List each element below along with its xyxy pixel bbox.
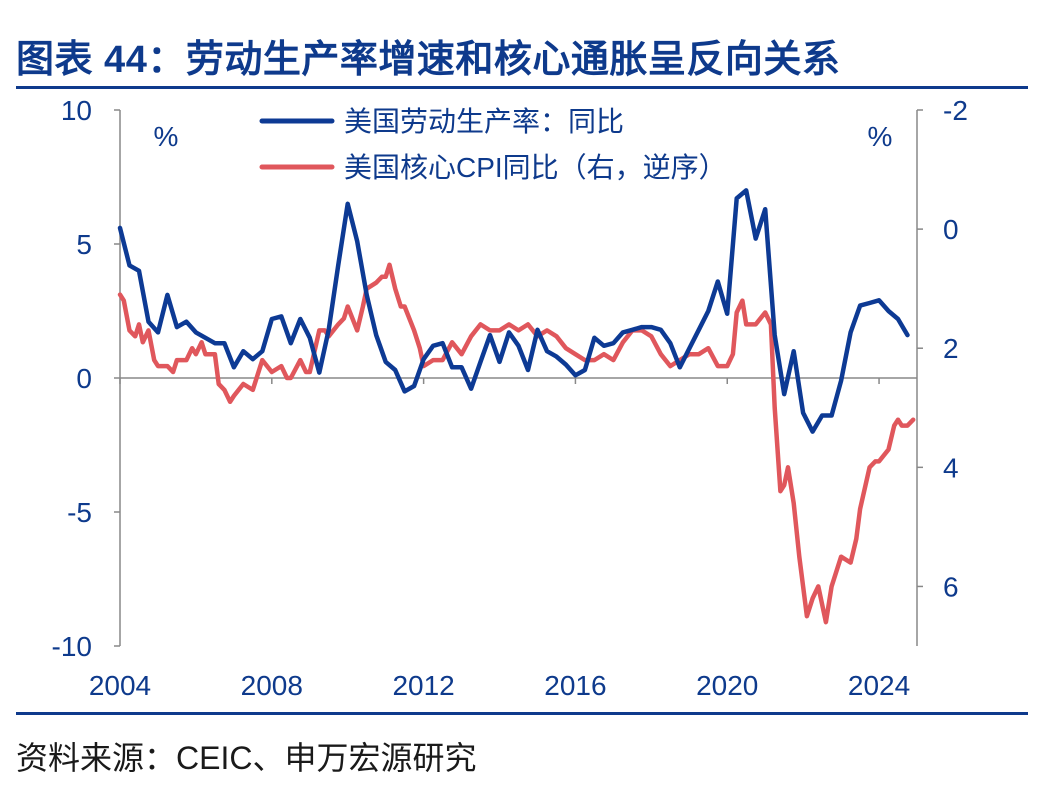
- left-tick-label: -5: [67, 497, 92, 528]
- right-tick-label: 6: [943, 571, 959, 602]
- x-tick-label: 2024: [848, 670, 910, 701]
- right-tick-label: 2: [943, 333, 959, 364]
- right-tick-label: 0: [943, 214, 959, 245]
- right-tick-label: 4: [943, 452, 959, 483]
- chart-area: 10 5 0 -5 -10 -2 0 2 4 6 2004 2008 2012 2016 2020 2024%…: [52, 95, 968, 701]
- left-tick-label: 5: [76, 229, 92, 260]
- x-tick-label: 2012: [392, 670, 454, 701]
- x-tick-label: 2004: [89, 670, 151, 701]
- right-tick-label: -2: [943, 95, 968, 126]
- chart-title: 图表 44：劳动生产率增速和核心通胀呈反向关系: [16, 39, 841, 81]
- legend-label: 美国劳动生产率：同比: [344, 106, 624, 137]
- x-tick-label: 2020: [696, 670, 758, 701]
- series-line-core-cpi: [117, 262, 916, 625]
- title-divider: [16, 86, 1028, 89]
- left-unit-label: %: [154, 121, 179, 152]
- footer-divider: [16, 712, 1028, 715]
- series-line-productivity: [117, 188, 910, 434]
- x-tick-label: 2008: [241, 670, 303, 701]
- x-tick-label: 2016: [544, 670, 606, 701]
- left-tick-label: -10: [52, 631, 92, 662]
- legend-label: 美国核心CPI同比（右，逆序）: [344, 152, 727, 183]
- source-note: 资料来源：CEIC、申万宏源研究: [16, 740, 477, 776]
- right-unit-label: %: [868, 121, 893, 152]
- left-tick-label: 10: [61, 95, 92, 126]
- left-tick-label: 0: [76, 363, 92, 394]
